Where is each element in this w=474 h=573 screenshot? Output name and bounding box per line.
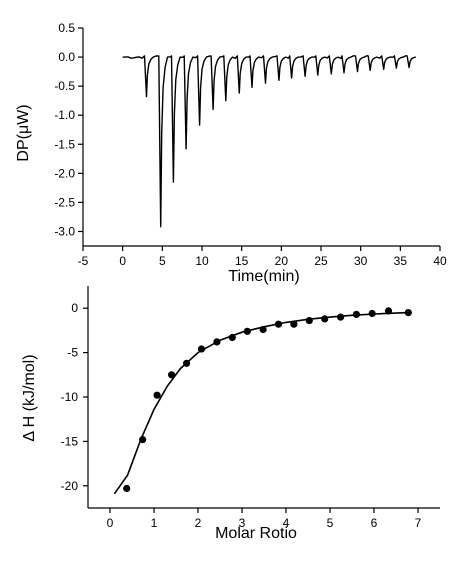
isotherm-x-tick-label: 5 [327, 516, 334, 530]
thermogram-x-tick-label: 15 [235, 254, 249, 268]
thermogram-y-tick-label: -0.5 [54, 79, 75, 93]
binding-isotherm-panel: 0 -5 -10 -15 -20 0 1 2 3 4 5 6 7 Molar Rotio Δ H (kJ… [21, 286, 440, 542]
isotherm-data-point [352, 310, 360, 318]
thermogram-y-tick-label: -2.5 [54, 195, 75, 209]
isotherm-data-point [337, 313, 345, 321]
isotherm-y-tick-label: -10 [61, 390, 79, 404]
isotherm-y-tick-label: -15 [61, 434, 79, 448]
isotherm-y-tick-label: 0 [71, 301, 78, 315]
isotherm-data-point [139, 436, 147, 444]
isotherm-data-point [153, 391, 161, 399]
isotherm-x-tick-label: 1 [151, 516, 158, 530]
isotherm-y-tick-label: -5 [67, 346, 78, 360]
thermogram-y-tick-label: -1.0 [54, 108, 75, 122]
thermogram-y-tick-label: 0.0 [58, 50, 75, 64]
isotherm-data-point [290, 320, 298, 328]
thermogram-x-tick-label: -5 [78, 254, 89, 268]
isotherm-data-point [368, 309, 376, 318]
thermogram-y-tick-label: -3.0 [54, 224, 75, 238]
isotherm-x-tick-label: 3 [239, 516, 246, 530]
isotherm-x-tick-label: 4 [283, 516, 290, 530]
thermogram-x-tick-label: 10 [195, 254, 209, 268]
thermogram-y-tick-label: 0.5 [58, 21, 75, 35]
thermogram-x-tick-label: 20 [275, 254, 289, 268]
thermogram-x-tick-label: 0 [119, 254, 126, 268]
isotherm-data-point [274, 320, 283, 328]
thermogram-y-tick-label: -2.0 [54, 166, 75, 180]
thermogram-plot-area: 0.5 0.0 -0.5 -1.0 -1.5 -2.0 -2.5 -3.0 -5 0 5 10 15 20… [54, 21, 447, 268]
thermogram-ylabel: DP(μW) [15, 104, 32, 161]
isotherm-data-point [384, 307, 393, 315]
thermogram-x-tick-label: 5 [159, 254, 166, 268]
thermogram-xlabel: Time(min) [228, 268, 299, 285]
isotherm-x-tick-label: 6 [371, 516, 378, 530]
isotherm-data-point [259, 325, 267, 334]
isotherm-data-point [123, 484, 131, 493]
thermogram-x-tick-label: 30 [354, 254, 368, 268]
isotherm-xlabel: Molar Rotio [215, 525, 297, 542]
isotherm-data-point [168, 371, 176, 379]
thermogram-x-tick-label: 25 [314, 254, 328, 268]
thermogram-x-tick-label: 40 [433, 254, 447, 268]
isotherm-data-point [183, 359, 191, 367]
isotherm-fit-curve [113, 311, 410, 495]
isotherm-data-point [228, 333, 236, 342]
thermogram-trace [122, 55, 416, 228]
thermogram-x-tick-label: 35 [394, 254, 408, 268]
isotherm-plot-area: 0 -5 -10 -15 -20 0 1 2 3 4 5 6 7 [61, 286, 440, 530]
isotherm-data-point [213, 338, 221, 346]
thermogram-y-tick-label: -1.5 [54, 137, 75, 151]
thermogram-panel: 0.5 0.0 -0.5 -1.0 -1.5 -2.0 -2.5 -3.0 -5 0 5 10 15 20… [15, 21, 447, 285]
isotherm-x-tick-label: 2 [195, 516, 202, 530]
isotherm-ylabel: Δ H (kJ/mol) [21, 354, 38, 441]
isotherm-data-point [305, 317, 313, 325]
isotherm-data-point [404, 309, 412, 317]
isotherm-x-tick-label: 0 [107, 516, 114, 530]
isotherm-data-point [243, 327, 251, 335]
isotherm-data-point [197, 345, 206, 353]
isotherm-data-point [321, 315, 329, 323]
isotherm-x-tick-label: 7 [415, 516, 422, 530]
isotherm-y-tick-label: -20 [61, 479, 79, 493]
